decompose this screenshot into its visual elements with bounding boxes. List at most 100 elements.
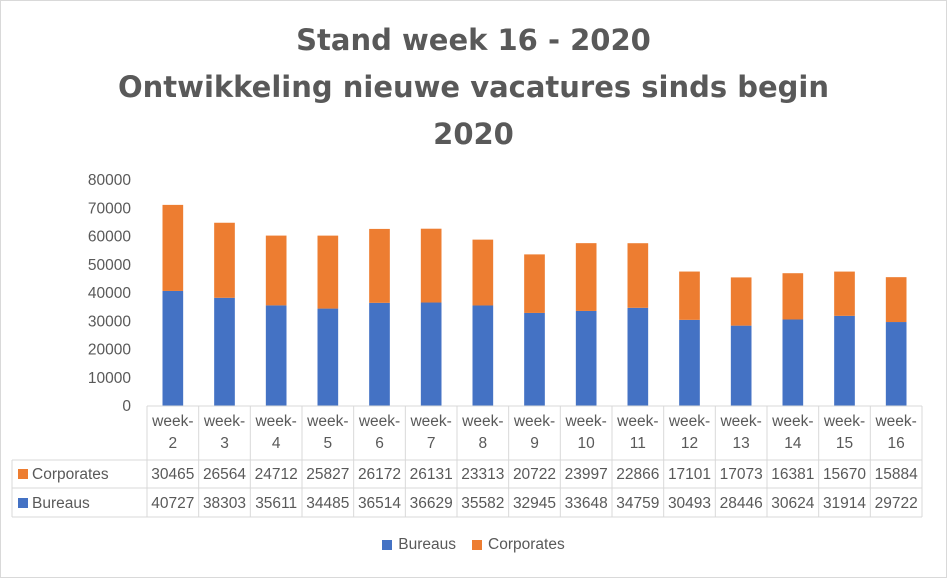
bar-bureaus [420, 302, 442, 406]
table-legend-key [18, 498, 28, 508]
x-tick-label: week- [564, 413, 606, 430]
table-cell-value: 22866 [616, 466, 659, 483]
x-tick-label: 7 [427, 435, 436, 452]
y-tick-label: 30000 [88, 313, 131, 330]
bar-corporates [162, 204, 184, 291]
y-tick-label: 80000 [88, 172, 131, 189]
x-tick-label: week- [203, 413, 245, 430]
x-tick-label: week- [461, 413, 503, 430]
bar-bureaus [214, 297, 235, 406]
legend-swatch-corporates [472, 540, 483, 550]
x-tick-label: week- [254, 413, 296, 430]
bar-bureaus [679, 319, 700, 406]
chart-title-line-2: Ontwikkeling nieuwe vacatures sinds begi… [118, 70, 829, 104]
bar-bureaus [369, 302, 390, 406]
x-tick-label: week- [874, 413, 916, 430]
table-cell-value: 16381 [771, 466, 814, 483]
x-tick-label: week- [151, 413, 193, 430]
table-cell-value: 25827 [306, 466, 349, 483]
table-legend-key [18, 469, 28, 479]
table-cell-value: 26564 [203, 466, 246, 483]
bar-corporates [730, 277, 752, 326]
x-tick-label: 13 [733, 435, 750, 452]
legend-swatch-bureaus [382, 540, 393, 550]
table-cell-value: 23997 [565, 466, 608, 483]
legend-item-bureaus: Bureaus [382, 536, 456, 554]
bar-corporates [627, 243, 649, 308]
x-tick-label: week- [719, 413, 761, 430]
chart-title-line-1: Stand week 16 - 2020 [296, 23, 651, 57]
bar-corporates [265, 235, 287, 306]
table-row-label: Corporates [32, 466, 109, 483]
x-tick-label: 14 [784, 435, 802, 452]
table-cell-value: 30493 [668, 495, 711, 512]
table-cell-value: 26131 [410, 466, 453, 483]
x-tick-label: 10 [578, 435, 596, 452]
table-cell-value: 40727 [151, 495, 194, 512]
y-tick-label: 60000 [88, 229, 131, 246]
bar-corporates [524, 254, 545, 313]
x-tick-label: 12 [681, 435, 698, 452]
bar-bureaus [317, 308, 339, 406]
bar-corporates [885, 277, 907, 323]
x-tick-label: week- [306, 413, 348, 430]
bar-corporates [834, 271, 855, 316]
table-cell-value: 17101 [668, 466, 711, 483]
table-cell-value: 15884 [875, 466, 918, 483]
legend-label-bureaus: Bureaus [398, 536, 457, 553]
y-tick-label: 40000 [88, 285, 131, 302]
y-tick-label: 0 [122, 398, 131, 415]
bar-corporates [782, 273, 804, 320]
x-tick-label: 5 [324, 435, 333, 452]
x-tick-label: 11 [630, 435, 646, 452]
x-tick-label: 9 [530, 435, 539, 452]
bar-bureaus [627, 307, 649, 406]
table-cell-value: 31914 [823, 495, 866, 512]
bar-bureaus [265, 305, 287, 406]
bar-bureaus [524, 312, 545, 406]
chart-legend: Bureaus Corporates [0, 536, 947, 554]
x-tick-label: week- [358, 413, 400, 430]
bar-corporates [472, 239, 494, 306]
bar-bureaus [575, 310, 597, 406]
table-cell-value: 24712 [255, 466, 298, 483]
table-cell-value: 35582 [461, 495, 504, 512]
bar-corporates [317, 235, 339, 309]
bar-corporates [420, 228, 442, 303]
table-cell-value: 36629 [410, 495, 453, 512]
table-cell-value: 17073 [720, 466, 763, 483]
x-tick-label: week- [409, 413, 451, 430]
x-tick-label: week- [616, 413, 658, 430]
y-tick-label: 50000 [88, 257, 131, 274]
table-cell-value: 35611 [255, 495, 297, 512]
bar-corporates [369, 228, 390, 303]
bar-corporates [214, 222, 235, 298]
x-tick-label: 3 [220, 435, 229, 452]
x-tick-label: 8 [479, 435, 488, 452]
table-cell-value: 34485 [306, 495, 349, 512]
table-cell-value: 32945 [513, 495, 556, 512]
x-tick-label: week- [513, 413, 555, 430]
table-cell-value: 36514 [358, 495, 401, 512]
x-tick-label: week- [823, 413, 865, 430]
x-tick-label: 4 [272, 435, 281, 452]
x-tick-label: 2 [169, 435, 178, 452]
bar-bureaus [730, 325, 752, 406]
bar-bureaus [472, 305, 494, 406]
table-cell-value: 30465 [151, 466, 194, 483]
table-cell-value: 23313 [461, 466, 504, 483]
bar-corporates [679, 271, 700, 320]
table-cell-value: 28446 [720, 495, 763, 512]
table-cell-value: 38303 [203, 495, 246, 512]
bar-bureaus [782, 319, 804, 406]
y-tick-label: 70000 [88, 200, 131, 217]
legend-label-corporates: Corporates [488, 536, 565, 553]
x-tick-label: 16 [888, 435, 905, 452]
table-cell-value: 20722 [513, 466, 556, 483]
table-cell-value: 26172 [358, 466, 401, 483]
bar-corporates [575, 243, 597, 311]
bar-bureaus [162, 290, 184, 406]
table-cell-value: 34759 [616, 495, 659, 512]
x-tick-label: 15 [836, 435, 853, 452]
